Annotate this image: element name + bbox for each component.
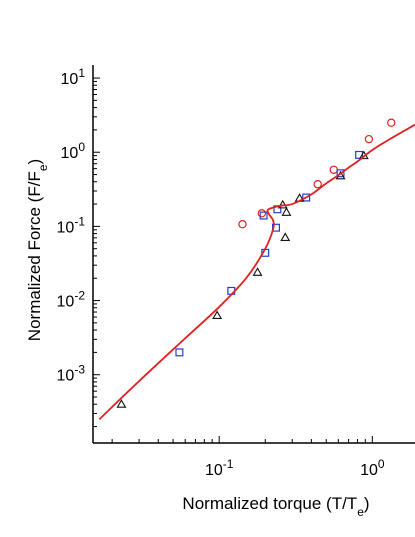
plot-area: [98, 118, 415, 421]
circle-marker: [257, 209, 267, 218]
x-axis-label: Normalized torque (T/Te): [182, 494, 369, 519]
circle-marker: [364, 134, 374, 144]
triangle-marker: [280, 232, 291, 241]
y-axis-label: Normalized Force (F/Fe): [25, 159, 50, 341]
circle-marker: [238, 220, 247, 229]
circle-marker: [329, 165, 338, 174]
y-tick-label: 10-2: [57, 289, 86, 311]
x-tick-label: 100: [360, 457, 385, 479]
y-tick-label: 10-1: [57, 214, 86, 236]
square-marker: [336, 169, 345, 178]
triangle-marker: [252, 267, 263, 276]
square-marker: [175, 348, 184, 357]
plot-axes: [92, 65, 415, 444]
circle-marker: [387, 118, 396, 127]
triangle-marker: [116, 399, 127, 408]
x-tick-label: 10-1: [205, 457, 234, 479]
triangle-marker: [212, 310, 223, 319]
tick-labels: 10-3 10-2 10-1 100 101 10-1 100: [57, 66, 385, 479]
circle-marker: [313, 180, 322, 189]
square-marker: [259, 211, 268, 220]
fit-curve: [98, 123, 415, 421]
y-tick-label: 100: [61, 140, 86, 162]
y-tick-label: 101: [61, 66, 86, 88]
plot-marks: [98, 118, 415, 421]
square-marker: [302, 193, 311, 202]
y-tick-label: 10-3: [57, 363, 86, 385]
triangle-marker: [281, 207, 292, 216]
triangle-marker: [277, 199, 288, 209]
